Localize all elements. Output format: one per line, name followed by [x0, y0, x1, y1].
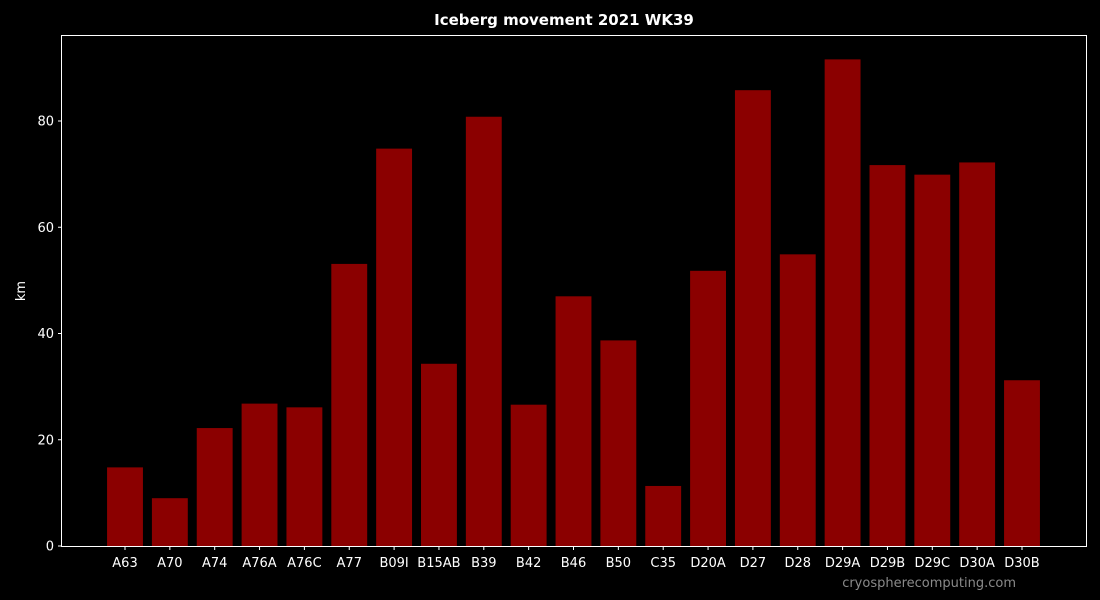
y-tick-label: 20 — [37, 433, 54, 448]
y-axis-label: km — [14, 281, 29, 301]
watermark-text: cryospherecomputing.com — [842, 576, 1016, 591]
x-tick-label: A77 — [337, 556, 362, 571]
y-tick-label: 80 — [37, 115, 54, 130]
bar-b15ab — [421, 363, 457, 546]
bars-layer — [107, 59, 1040, 547]
x-tick-label: D28 — [784, 556, 811, 571]
bar-d20a — [690, 270, 726, 546]
bar-d28 — [779, 254, 816, 546]
x-tick-label: A70 — [157, 556, 182, 571]
bar-b39 — [465, 116, 502, 546]
x-tick-label: C35 — [650, 556, 676, 571]
x-tick-label: D30A — [959, 556, 995, 571]
bar-a77 — [331, 263, 368, 546]
x-tick-label: A76A — [242, 556, 276, 571]
x-tick-label: B09I — [379, 556, 408, 571]
bar-d30a — [959, 162, 996, 546]
bar-d29b — [869, 165, 906, 546]
bar-b46 — [555, 296, 592, 546]
y-tick-label: 40 — [37, 327, 54, 342]
bar-c35 — [645, 485, 682, 546]
x-tick-label: D27 — [740, 556, 767, 571]
x-tick-label: A76C — [287, 556, 322, 571]
x-tick-label: B15AB — [417, 556, 460, 571]
x-tick-label: D29B — [870, 556, 905, 571]
x-tick-label: B46 — [561, 556, 586, 571]
bar-a74 — [196, 428, 233, 546]
bar-d29a — [824, 59, 861, 546]
bar-d27 — [734, 90, 771, 546]
x-tick-label: D29C — [914, 556, 950, 571]
plot-frame — [61, 35, 1087, 547]
ticks-layer: A63 A70 A74 A76A A76C A77 B09I B15AB B39 B42 B46 B5… — [37, 115, 1039, 572]
x-tick-label: B42 — [516, 556, 541, 571]
x-tick-label: D30B — [1004, 556, 1039, 571]
bar-b50 — [600, 340, 637, 546]
bar-d30b — [1004, 380, 1040, 546]
bar-a76a — [241, 403, 278, 547]
chart-title: Iceberg movement 2021 WK39 — [434, 11, 694, 29]
x-tick-label: B50 — [606, 556, 631, 571]
bar-b09i — [376, 148, 413, 547]
x-tick-label: A63 — [112, 556, 137, 571]
bar-b42 — [510, 404, 547, 546]
x-tick-label: A74 — [202, 556, 227, 571]
x-tick-label: D29A — [825, 556, 861, 571]
bar-a76c — [286, 407, 323, 546]
bar-a63 — [107, 467, 143, 547]
x-tick-label: B39 — [471, 556, 496, 571]
y-tick-label: 60 — [37, 221, 54, 236]
bar-a70 — [151, 498, 188, 546]
bar-d29c — [914, 174, 951, 546]
y-tick-label: 0 — [46, 540, 54, 555]
x-tick-label: D20A — [690, 556, 726, 571]
